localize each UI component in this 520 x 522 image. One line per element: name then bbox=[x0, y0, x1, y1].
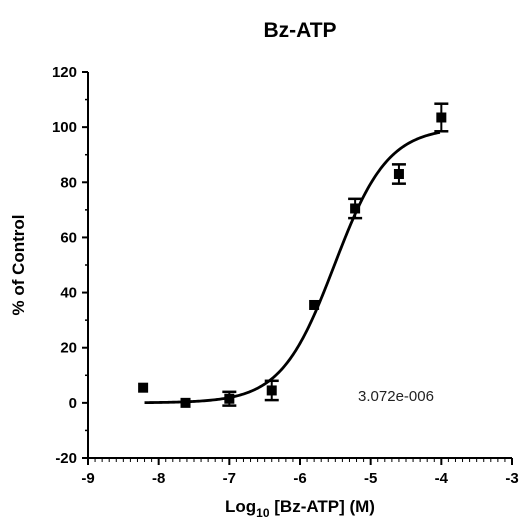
y-tick-label: 40 bbox=[60, 285, 77, 302]
x-axis-label: Log10 [Bz-ATP] (M) bbox=[225, 497, 375, 520]
x-axis-label-main: Log bbox=[225, 497, 256, 516]
data-point bbox=[224, 393, 235, 404]
x-tick-label: -3 bbox=[505, 470, 518, 487]
data-point bbox=[436, 112, 447, 123]
x-tick-label: -7 bbox=[223, 470, 236, 487]
y-tick-label: 20 bbox=[60, 340, 77, 357]
fit-curve bbox=[144, 130, 441, 405]
data-point bbox=[393, 169, 404, 180]
y-tick-label: 80 bbox=[60, 174, 77, 191]
plot-area: -20 0 20 40 60 80 100 120 -9 -8 -7 -6 -5 -4 -3 bbox=[52, 64, 519, 487]
data-points bbox=[138, 102, 449, 408]
data-point bbox=[309, 299, 320, 310]
x-tick-label: -6 bbox=[293, 470, 306, 487]
x-tick-label: -9 bbox=[81, 470, 94, 487]
y-axis-ticks: -20 0 20 40 60 80 100 120 bbox=[52, 64, 88, 467]
data-point bbox=[180, 397, 191, 408]
x-axis-label-subscript: 10 bbox=[256, 506, 270, 520]
x-tick-label: -8 bbox=[152, 470, 165, 487]
data-point bbox=[350, 203, 361, 214]
y-tick-label: 0 bbox=[69, 395, 77, 412]
y-tick-label: 60 bbox=[60, 229, 77, 246]
ec50-annotation: 3.072e-006 bbox=[358, 388, 434, 405]
x-tick-label: -4 bbox=[435, 470, 449, 487]
y-tick-label: -20 bbox=[55, 450, 77, 467]
data-point bbox=[138, 382, 149, 393]
y-axis-label: % of Control bbox=[9, 214, 28, 315]
y-tick-label: 120 bbox=[52, 64, 77, 81]
chart-title: Bz-ATP bbox=[263, 19, 336, 42]
x-axis-label-rest: [Bz-ATP] (M) bbox=[270, 497, 375, 516]
x-axis-ticks: -9 -8 -7 -6 -5 -4 -3 bbox=[81, 458, 519, 487]
x-tick-label: -5 bbox=[364, 470, 377, 487]
y-tick-label: 100 bbox=[52, 119, 77, 136]
data-point bbox=[266, 385, 277, 396]
